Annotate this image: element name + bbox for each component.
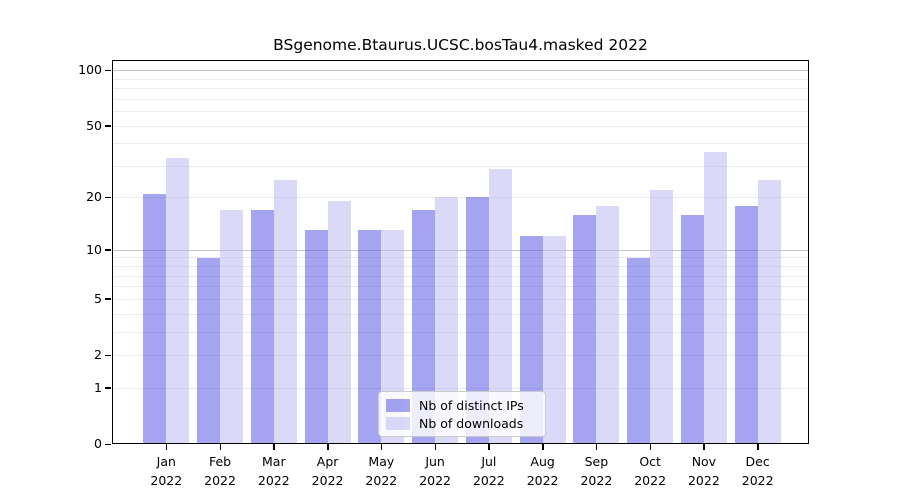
legend-swatch-distinct-ips <box>386 398 410 412</box>
x-tick <box>703 444 705 450</box>
x-tick <box>488 444 490 450</box>
bar-jun-distinct-ips <box>412 209 436 444</box>
x-tick-label: Aug 2022 <box>526 454 559 488</box>
bar-jan-distinct-ips <box>143 193 167 444</box>
gridline-minor <box>112 387 809 389</box>
x-tick-label: Oct 2022 <box>634 454 667 488</box>
y-tick <box>105 249 111 251</box>
y-tick-label: 2 <box>94 347 102 362</box>
gridline-minor <box>112 286 809 288</box>
y-tick-label: 0 <box>94 436 102 451</box>
y-tick <box>105 196 111 199</box>
bar-dec-downloads <box>757 180 781 444</box>
y-tick-label: 20 <box>86 189 102 205</box>
gridline-minor <box>112 165 809 167</box>
y-tick <box>105 354 111 356</box>
y-tick <box>105 69 111 72</box>
gridline-minor <box>112 331 809 333</box>
x-tick-label: Mar 2022 <box>257 454 290 488</box>
y-tick-label: 1 <box>94 379 102 395</box>
x-tick <box>434 444 437 450</box>
bar-nov-downloads <box>703 151 727 444</box>
x-tick <box>327 444 329 450</box>
gridline-major <box>112 70 809 72</box>
gridline-minor <box>112 88 809 90</box>
x-tick-label: Jun 2022 <box>419 454 451 488</box>
x-tick-label: Feb 2022 <box>204 454 236 488</box>
x-tick <box>219 444 222 450</box>
x-tick <box>273 444 275 450</box>
y-tick <box>105 298 111 300</box>
legend-entry-distinct-ips: Nb of distinct IPs <box>386 397 536 413</box>
gridline-minor <box>112 355 809 356</box>
plot-area <box>112 60 809 444</box>
x-tick-label: Apr 2022 <box>311 454 344 488</box>
bar-apr-distinct-ips <box>304 230 328 444</box>
x-tick-label: Jan 2022 <box>150 454 183 488</box>
gridline-minor <box>112 313 809 315</box>
gridline-minor <box>112 197 809 199</box>
legend: Nb of distinct IPs Nb of downloads <box>378 391 546 437</box>
x-tick-label: Nov 2022 <box>687 454 720 488</box>
x-tick-label: Dec 2022 <box>741 454 774 488</box>
bar-oct-distinct-ips <box>627 257 651 444</box>
gridline-minor <box>112 78 809 80</box>
gridline-minor <box>112 257 809 259</box>
x-tick <box>649 444 652 450</box>
x-tick <box>380 444 383 450</box>
legend-label-distinct-ips: Nb of distinct IPs <box>419 397 524 413</box>
bar-jul-downloads <box>488 168 512 444</box>
bar-dec-distinct-ips <box>734 205 758 444</box>
x-tick <box>542 444 544 450</box>
x-tick-label: Sep 2022 <box>580 454 613 488</box>
gridline-minor <box>112 143 809 145</box>
bar-may-distinct-ips <box>358 230 382 444</box>
bar-aug-downloads <box>542 236 566 444</box>
bar-apr-downloads <box>327 201 351 444</box>
bar-mar-distinct-ips <box>250 209 274 444</box>
x-tick-label: May 2022 <box>365 454 398 488</box>
y-tick-label: 10 <box>86 241 102 257</box>
bar-nov-distinct-ips <box>680 214 704 444</box>
bar-jun-downloads <box>435 197 459 444</box>
gridline-minor <box>112 298 809 300</box>
gridline-minor <box>112 98 809 100</box>
gridline-minor <box>112 125 809 127</box>
bar-jan-downloads <box>166 158 190 444</box>
legend-entry-downloads: Nb of downloads <box>386 415 536 431</box>
x-tick <box>595 444 598 450</box>
gridline-minor <box>112 111 809 113</box>
y-tick <box>105 387 111 389</box>
y-tick <box>105 443 111 445</box>
bar-oct-downloads <box>650 190 674 444</box>
bar-jul-distinct-ips <box>465 197 489 444</box>
y-tick-label: 100 <box>78 62 102 78</box>
bar-sep-downloads <box>596 205 620 444</box>
y-tick-label: 50 <box>86 117 102 133</box>
bar-may-downloads <box>381 230 405 444</box>
bar-mar-downloads <box>273 180 297 444</box>
bar-feb-distinct-ips <box>197 257 221 444</box>
y-tick-label: 5 <box>94 290 102 306</box>
y-tick <box>105 125 111 127</box>
legend-swatch-downloads <box>386 416 410 430</box>
gridline-minor <box>112 275 809 277</box>
x-tick <box>165 444 168 450</box>
gridline-major <box>112 249 809 251</box>
chart-title: BSgenome.Btaurus.UCSC.bosTau4.masked 202… <box>273 36 648 54</box>
x-tick <box>757 444 759 450</box>
bar-sep-distinct-ips <box>573 214 597 444</box>
x-tick-label: Jul 2022 <box>472 454 505 488</box>
bar-feb-downloads <box>220 209 244 444</box>
legend-label-downloads: Nb of downloads <box>419 415 524 431</box>
gridline-minor <box>112 266 809 268</box>
